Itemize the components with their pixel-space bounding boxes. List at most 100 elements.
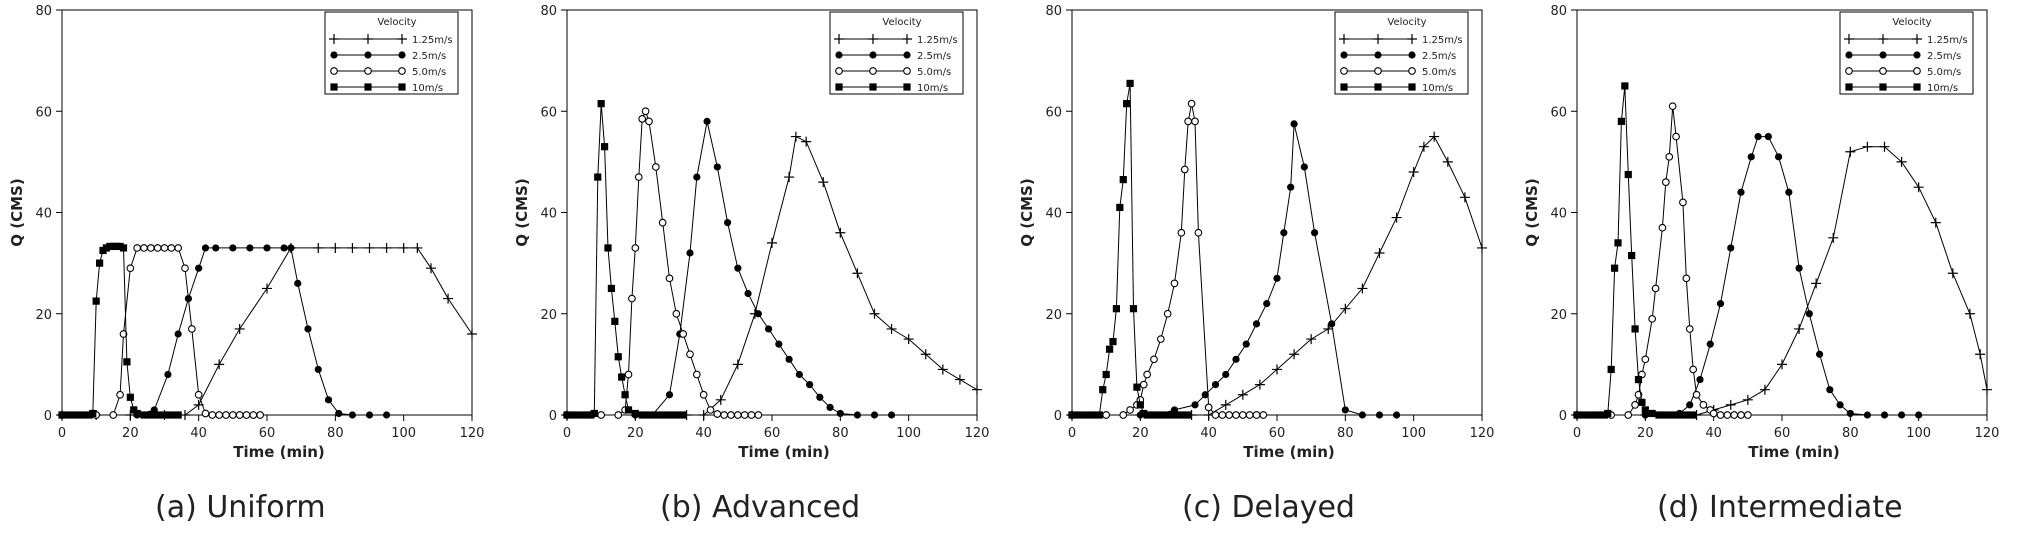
- data-point: [713, 163, 721, 171]
- y-tick-label: 0: [1054, 409, 1062, 424]
- data-point: [1964, 308, 1975, 319]
- x-axis-label: Time (min): [1748, 443, 1840, 461]
- data-point: [1679, 198, 1687, 207]
- data-point: [1157, 411, 1165, 419]
- data-point: [164, 370, 172, 379]
- data-point: [1725, 399, 1736, 410]
- data-point: [364, 242, 375, 253]
- data-point: [153, 244, 162, 252]
- data-point: [1668, 102, 1677, 111]
- data-point: [1747, 153, 1755, 161]
- data-point: [835, 227, 846, 238]
- data-point: [1218, 411, 1227, 419]
- data-point: [1119, 411, 1128, 419]
- legend-marker: [1340, 51, 1348, 59]
- legend-marker: [869, 83, 877, 91]
- legend-marker: [398, 67, 406, 75]
- data-point: [720, 411, 729, 419]
- data-point: [1785, 188, 1793, 196]
- data-point: [665, 274, 674, 283]
- data-point: [1133, 383, 1141, 391]
- data-point: [412, 242, 423, 253]
- data-point: [614, 411, 623, 419]
- data-point: [1263, 300, 1271, 308]
- x-tick-label: 120: [460, 426, 485, 441]
- data-point: [246, 244, 254, 252]
- legend-marker: [398, 83, 406, 91]
- data-point: [201, 244, 210, 252]
- data-point: [1727, 244, 1735, 252]
- legend-marker: [1879, 83, 1887, 91]
- data-point: [937, 364, 948, 375]
- data-point: [330, 242, 341, 253]
- data-point: [335, 409, 343, 418]
- data-point: [1341, 406, 1349, 414]
- data-point: [249, 411, 258, 419]
- x-tick-label: 20: [627, 426, 644, 441]
- data-point: [740, 411, 749, 419]
- data-point: [634, 173, 643, 181]
- data-point: [1651, 284, 1660, 293]
- legend-label: 5.0m/s: [1422, 67, 1456, 78]
- x-axis-label: Time (min): [738, 443, 830, 461]
- legend-marker: [869, 67, 877, 75]
- data-point: [679, 411, 687, 419]
- data-point: [665, 391, 674, 399]
- data-point: [146, 244, 155, 252]
- data-point: [160, 411, 169, 419]
- legend-box: [1839, 11, 1974, 95]
- data-point: [160, 244, 169, 252]
- data-point: [1068, 411, 1076, 419]
- series-5.0m/s: [1068, 99, 1268, 419]
- data-point: [1689, 365, 1698, 374]
- legend-label: 10m/s: [1422, 83, 1453, 94]
- legend-title: Velocity: [882, 17, 921, 28]
- y-tick-label: 80: [35, 4, 52, 19]
- data-point: [597, 100, 605, 108]
- data-point: [1862, 141, 1873, 152]
- legend-marker: [1374, 83, 1382, 91]
- data-point: [1191, 117, 1199, 126]
- data-point: [72, 411, 80, 419]
- data-point: [784, 172, 795, 183]
- data-point: [214, 359, 225, 370]
- legend-marker: [1408, 83, 1416, 91]
- data-point: [1754, 132, 1762, 141]
- x-axis-label: Time (min): [233, 443, 325, 461]
- data-point: [764, 325, 773, 333]
- legend-label: 5.0m/s: [1927, 67, 1961, 78]
- data-point: [119, 330, 128, 338]
- data-point: [1290, 120, 1298, 128]
- data-point: [1184, 117, 1193, 126]
- data-point: [1150, 355, 1158, 364]
- data-point: [1259, 411, 1268, 419]
- data-point: [229, 244, 237, 252]
- data-point: [1211, 411, 1220, 419]
- data-point: [805, 381, 814, 389]
- data-point: [693, 173, 701, 181]
- data-point: [194, 390, 203, 399]
- data-point: [116, 390, 124, 399]
- data-point: [1222, 370, 1230, 379]
- data-point: [1191, 401, 1199, 409]
- data-point: [1252, 411, 1261, 419]
- x-tick-label: 120: [965, 426, 990, 441]
- y-tick-label: 80: [1045, 4, 1062, 19]
- legend-marker: [1845, 51, 1853, 59]
- data-point: [836, 409, 844, 418]
- data-point: [645, 411, 653, 419]
- data-point: [1686, 401, 1694, 409]
- data-point: [235, 411, 244, 419]
- data-point: [294, 279, 302, 287]
- data-point: [672, 411, 680, 419]
- data-point: [1634, 375, 1643, 384]
- data-point: [222, 411, 230, 419]
- data-point: [1805, 310, 1813, 318]
- series-line: [1072, 83, 1189, 416]
- data-point: [1187, 99, 1196, 108]
- data-point: [1273, 274, 1281, 282]
- data-point: [348, 411, 357, 419]
- data-point: [1587, 411, 1595, 419]
